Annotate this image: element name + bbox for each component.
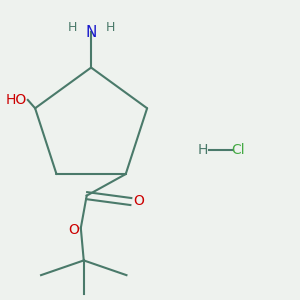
Text: O: O: [68, 223, 79, 236]
Text: H: H: [198, 143, 208, 157]
Text: N: N: [85, 25, 97, 40]
Text: H: H: [106, 21, 115, 34]
Text: H: H: [67, 21, 77, 34]
Text: HO: HO: [5, 93, 27, 107]
Text: O: O: [134, 194, 145, 208]
Text: Cl: Cl: [232, 143, 245, 157]
